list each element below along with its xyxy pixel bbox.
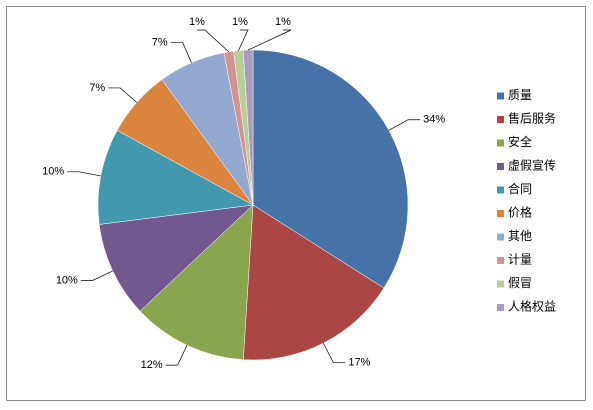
data-label: 34%	[423, 114, 445, 126]
legend-label: 其他	[508, 229, 532, 243]
legend-swatch	[497, 210, 504, 217]
leader-line	[238, 29, 249, 51]
legend-label: 价格	[508, 205, 532, 220]
legend-swatch	[497, 163, 504, 170]
leader-line	[165, 345, 188, 366]
data-label: 7%	[89, 82, 105, 94]
legend-label: 人格权益	[508, 299, 556, 314]
leader-line	[388, 119, 421, 131]
legend-label: 计量	[508, 253, 532, 267]
data-label: 7%	[152, 36, 168, 48]
leader-line	[197, 29, 229, 53]
pie-slice	[243, 204, 385, 361]
legend-label: 售后服务	[508, 111, 556, 126]
leader-line	[80, 270, 113, 281]
legend-label: 安全	[508, 134, 532, 149]
leader-line	[170, 42, 192, 63]
legend-swatch	[497, 280, 504, 288]
legend-swatch	[497, 257, 504, 264]
legend-swatch	[497, 116, 504, 123]
leader-line	[67, 171, 101, 177]
legend-swatch	[497, 186, 504, 194]
data-label: 17%	[348, 357, 370, 369]
legend-swatch	[497, 233, 504, 241]
data-label: 12%	[141, 359, 163, 371]
pie-slice	[243, 49, 254, 206]
legend-swatch	[497, 92, 504, 100]
pie-slice	[139, 204, 254, 360]
data-label: 1%	[189, 16, 205, 28]
leader-line	[108, 87, 137, 103]
data-label: 1%	[275, 16, 291, 28]
data-label: 10%	[56, 274, 78, 286]
legend-label: 合同	[508, 181, 532, 196]
leader-line	[247, 29, 292, 51]
data-label: 1%	[232, 16, 248, 28]
legend-swatch	[497, 304, 504, 311]
legend-label: 质量	[508, 88, 532, 102]
legend-swatch	[497, 139, 504, 147]
data-label: 10%	[42, 166, 64, 178]
legend-label: 假冒	[508, 276, 532, 290]
leader-line	[323, 342, 346, 364]
legend-label: 虚假宣传	[508, 158, 556, 173]
